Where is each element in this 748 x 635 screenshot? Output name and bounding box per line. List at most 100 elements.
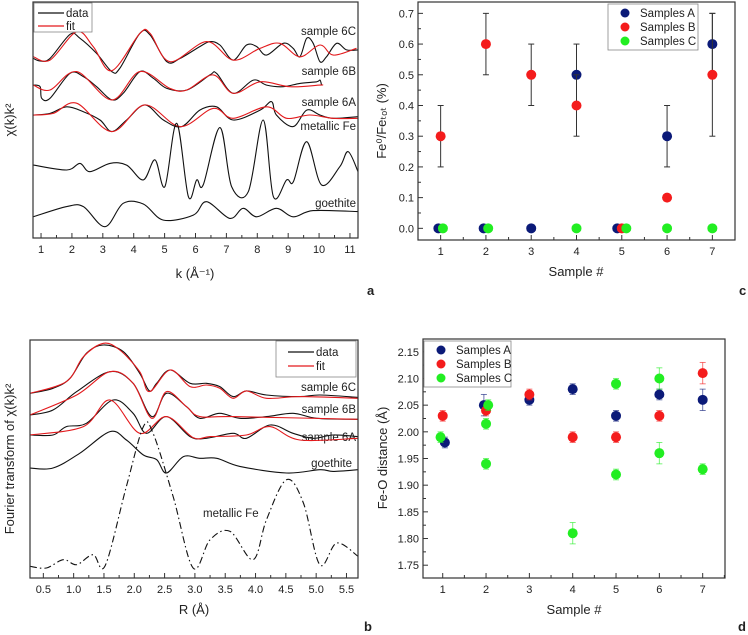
legend-marker <box>620 22 630 32</box>
y-tick-label: 0.3 <box>399 131 414 143</box>
x-tick-label: 4.0 <box>248 584 263 596</box>
data-point <box>483 400 494 411</box>
y-tick-label: 0.1 <box>399 193 414 205</box>
panel-letter: d <box>738 619 746 634</box>
panel-letter: b <box>364 619 372 634</box>
x-tick-label: 4 <box>131 244 137 256</box>
legend-label: Samples B <box>456 359 512 371</box>
samples-b-series <box>435 12 718 234</box>
data-point <box>567 384 578 395</box>
y-axis-label: χ(k)k² <box>2 103 17 136</box>
y-tick-label: 0.5 <box>399 70 414 82</box>
legend-label-fit: fit <box>316 361 326 373</box>
data-point <box>483 223 494 234</box>
data-point <box>435 432 446 443</box>
y-tick-label: 0.2 <box>399 162 414 174</box>
x-axis-label: Sample # <box>549 264 605 279</box>
x-axis-label: Sample # <box>547 602 603 617</box>
x-axis-label: R (Å) <box>179 602 209 617</box>
plot-area: 1 2 3 4 5 6 7 8 9 10 11 sample 6C sample 6B sample 6A… <box>33 26 359 256</box>
x-tick-label: 4 <box>570 584 576 596</box>
legend-marker <box>436 373 446 383</box>
panel-a-exafs-k-space: k (Å⁻¹) χ(k)k² a 1 2 3 4 5 6 7 8 9 10 11 sample 6C s… <box>2 1 375 298</box>
data-point <box>567 528 578 539</box>
metallic-fe-curve <box>33 119 359 200</box>
legend-label: Samples B <box>640 22 696 34</box>
metallic-fe-curve <box>29 421 359 570</box>
data-point <box>654 448 665 459</box>
x-tick-label: 5 <box>619 246 625 258</box>
legend-label: Samples A <box>456 345 511 357</box>
panel-c-fe0-fraction: Sample # Fe⁰/Feₜₒₜ (%) c 1 2 3 4 5 6 7 0.0 0.1 0.… <box>374 1 746 298</box>
x-tick-label: 3.0 <box>187 584 202 596</box>
legend-marker <box>436 345 446 355</box>
x-tick-label: 11 <box>344 244 355 256</box>
data-point <box>662 192 673 203</box>
data-point <box>662 223 673 234</box>
legend-label: Samples A <box>640 8 695 20</box>
x-tick-label: 1.5 <box>96 584 111 596</box>
sample-6c-fit-curve <box>29 342 359 400</box>
data-point <box>524 389 535 400</box>
sample-6a-fit-curve <box>29 399 359 442</box>
x-tick-label: 2 <box>483 246 489 258</box>
data-point <box>654 389 665 400</box>
x-tick-label: 2 <box>483 584 489 596</box>
sample-6b-fit-curve <box>29 370 359 420</box>
data-point <box>571 223 582 234</box>
x-tick-label: 5.0 <box>309 584 324 596</box>
y-tick-label: 1.95 <box>398 454 419 466</box>
sample-6c-fit-curve <box>33 28 357 72</box>
data-point <box>611 378 622 389</box>
data-point <box>707 69 718 80</box>
x-tick-label: 9 <box>285 244 291 256</box>
x-tick-label: 3 <box>526 584 532 596</box>
legend-box <box>33 2 93 33</box>
x-tick-label: 7 <box>223 244 229 256</box>
legend-label-fit: fit <box>66 21 76 33</box>
x-tick-label: 5 <box>162 244 168 256</box>
legend-box <box>275 340 357 378</box>
plot-area: 1 2 3 4 5 6 7 0.0 0.1 0.2 0.3 0.4 0.5 0.6 0.7 <box>399 8 736 258</box>
legend-label: Samples C <box>456 373 512 385</box>
x-tick-label: 5 <box>613 584 619 596</box>
plot-area: 0.5 1.0 1.5 2.0 2.5 3.0 3.5 4.0 4.5 5.0 5.5 sample … <box>29 342 359 596</box>
y-tick-label: 0.0 <box>399 223 414 235</box>
curve-label: sample 6A <box>302 432 357 444</box>
data-point <box>481 458 492 469</box>
data-point <box>526 69 537 80</box>
plot-frame <box>29 339 359 579</box>
data-point <box>611 469 622 480</box>
x-tick-label: 7 <box>709 246 715 258</box>
curve-label: metallic Fe <box>300 121 356 133</box>
panel-letter: a <box>367 283 375 298</box>
y-tick-label: 1.75 <box>398 560 419 572</box>
x-tick-label: 10 <box>313 244 325 256</box>
x-tick-label: 3.5 <box>218 584 233 596</box>
data-point <box>435 131 446 142</box>
panel-letter: c <box>739 283 746 298</box>
panel-d-fe-o-distance: Sample # Fe-O distance (Å) d 1 2 3 4 5 6 7 1.75… <box>375 338 746 634</box>
legend: Samples A Samples B Samples C <box>607 3 699 51</box>
data-point <box>437 410 448 421</box>
legend-label: Samples C <box>640 36 696 48</box>
legend-marker <box>436 359 446 369</box>
y-tick-label: 0.4 <box>399 100 414 112</box>
y-axis-label: Fe-O distance (Å) <box>375 407 390 510</box>
x-tick-label: 7 <box>700 584 706 596</box>
curve-label: goethite <box>315 198 356 210</box>
data-point <box>654 410 665 421</box>
sample-6b-data-curve <box>33 70 323 102</box>
x-tick-label: 3 <box>528 246 534 258</box>
y-tick-label: 1.90 <box>398 480 419 492</box>
curve-label: sample 6C <box>301 26 356 38</box>
y-tick-label: 0.6 <box>399 39 414 51</box>
samples-b-series <box>437 361 708 443</box>
sample-6a-data-curve <box>29 399 359 440</box>
data-point <box>571 100 582 111</box>
y-tick-label: 0.7 <box>399 8 414 20</box>
y-tick-label: 2.10 <box>398 373 419 385</box>
